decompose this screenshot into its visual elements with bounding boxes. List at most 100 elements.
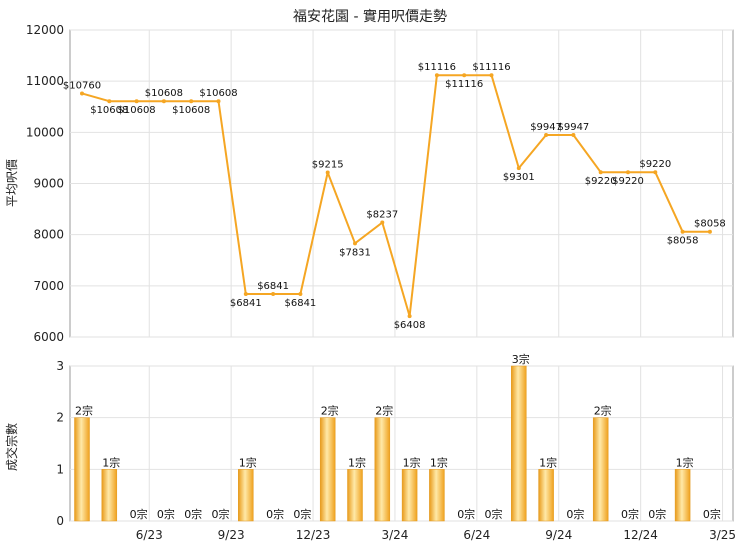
line-y-axis-label: 平均呎價 bbox=[5, 159, 19, 207]
volume-data-label: 1宗 bbox=[102, 455, 120, 469]
price-data-label: $9947 bbox=[557, 122, 589, 133]
volume-bar bbox=[101, 469, 118, 522]
volume-bar bbox=[347, 469, 363, 522]
price-point bbox=[489, 73, 494, 78]
price-data-label: $10608 bbox=[199, 88, 237, 99]
price-data-label: $10608 bbox=[90, 105, 128, 116]
volume-data-label: 1宗 bbox=[676, 455, 694, 469]
volume-data-label: 2宗 bbox=[75, 404, 93, 418]
price-point bbox=[516, 166, 521, 171]
volume-data-label: 2宗 bbox=[594, 404, 612, 418]
chart-title: 福安花園 - 實用呎價走勢 bbox=[293, 8, 447, 25]
volume-bar bbox=[538, 469, 554, 522]
price-point bbox=[216, 99, 221, 104]
x-tick-label: 12/23 bbox=[296, 528, 331, 542]
price-point bbox=[407, 314, 412, 319]
x-tick-label: 9/24 bbox=[545, 528, 572, 542]
volume-data-label: 3宗 bbox=[512, 352, 530, 366]
line-y-tick-label: 7000 bbox=[33, 279, 64, 293]
price-data-label: $10608 bbox=[172, 105, 210, 116]
price-point bbox=[598, 170, 603, 175]
x-tick-label: 12/24 bbox=[623, 528, 658, 542]
volume-data-label: 0宗 bbox=[648, 507, 666, 521]
volume-data-label: 0宗 bbox=[703, 507, 721, 521]
volume-bar bbox=[401, 469, 418, 522]
price-data-label: $11116 bbox=[472, 62, 510, 73]
price-point bbox=[653, 170, 658, 175]
volume-bar bbox=[319, 417, 336, 522]
price-data-label: $6408 bbox=[394, 320, 426, 331]
bar-y-axis-label: 成交宗數 bbox=[4, 423, 19, 471]
volume-data-label: 0宗 bbox=[130, 507, 148, 521]
volume-data-label: 0宗 bbox=[621, 507, 639, 521]
line-y-tick-label: 10000 bbox=[26, 125, 64, 139]
price-data-label: $11116 bbox=[418, 62, 456, 73]
line-y-tick-label: 11000 bbox=[26, 74, 64, 88]
price-series-line bbox=[81, 74, 710, 318]
volume-data-label: 0宗 bbox=[566, 507, 584, 521]
volume-data-label: 1宗 bbox=[539, 455, 557, 469]
volume-data-label: 1宗 bbox=[348, 455, 366, 469]
volume-data-label: 2宗 bbox=[375, 404, 393, 418]
price-point bbox=[707, 229, 712, 234]
price-data-label: $9220 bbox=[639, 159, 671, 170]
price-data-label: $9301 bbox=[503, 172, 535, 183]
volume-data-label: 1宗 bbox=[403, 455, 421, 469]
volume-data-label: 0宗 bbox=[266, 507, 284, 521]
price-point bbox=[680, 229, 685, 234]
price-data-label: $9220 bbox=[612, 176, 644, 187]
volume-bar bbox=[429, 469, 445, 522]
x-tick-label: 3/24 bbox=[381, 528, 408, 542]
volume-data-label: 0宗 bbox=[293, 507, 311, 521]
x-tick-label: 6/24 bbox=[463, 528, 490, 542]
price-data-label: $11116 bbox=[445, 79, 483, 90]
volume-data-label: 0宗 bbox=[485, 507, 503, 521]
line-y-tick-label: 12000 bbox=[26, 23, 64, 37]
price-point bbox=[107, 99, 112, 104]
price-point bbox=[189, 99, 194, 104]
bar-y-tick-label: 0 bbox=[56, 514, 64, 528]
volume-data-label: 0宗 bbox=[157, 507, 175, 521]
x-tick-label: 9/23 bbox=[218, 528, 245, 542]
bar-y-tick-label: 3 bbox=[56, 359, 64, 373]
price-point bbox=[271, 291, 276, 296]
bar-plot-area bbox=[69, 365, 734, 522]
price-point bbox=[243, 291, 248, 296]
price-data-label: $9947 bbox=[530, 122, 562, 133]
price-line-chart: 6000 7000 8000 9000 10000 11000 12000 $10760 $10… bbox=[26, 23, 734, 344]
price-data-label: $7831 bbox=[339, 247, 371, 258]
bar-y-tick-label: 1 bbox=[56, 462, 64, 476]
price-point bbox=[325, 170, 330, 175]
price-point bbox=[353, 241, 357, 246]
volume-bar bbox=[374, 417, 391, 522]
price-data-label: $9215 bbox=[312, 159, 344, 170]
volume-bar-chart: 0 1 2 3 2宗 1宗 0宗 0宗 0宗 0宗 1宗 0宗 0宗 2宗 1宗 2宗 1宗 1宗 0宗 0宗 3宗 1宗… bbox=[56, 352, 736, 542]
price-point bbox=[626, 170, 630, 175]
volume-bar bbox=[511, 365, 527, 522]
price-data-label: $10760 bbox=[63, 80, 101, 91]
volume-bar bbox=[592, 417, 609, 522]
x-tick-label: 3/25 bbox=[709, 528, 736, 542]
line-y-tick-label: 6000 bbox=[33, 330, 64, 344]
price-data-label: $6841 bbox=[230, 298, 262, 309]
price-data-label: $6841 bbox=[257, 281, 289, 292]
volume-data-label: 2宗 bbox=[321, 404, 339, 418]
price-point bbox=[161, 99, 166, 104]
price-data-label: $8058 bbox=[667, 236, 699, 247]
volume-data-label: 0宗 bbox=[212, 507, 230, 521]
x-tick-label: 6/23 bbox=[136, 528, 163, 542]
price-point bbox=[434, 73, 439, 78]
price-point bbox=[298, 291, 303, 296]
price-data-label: $8237 bbox=[366, 210, 398, 221]
price-data-label: $10608 bbox=[145, 88, 183, 99]
price-point bbox=[134, 99, 139, 104]
price-data-label: $9220 bbox=[585, 176, 617, 187]
volume-data-label: 0宗 bbox=[184, 507, 202, 521]
price-point bbox=[80, 91, 84, 96]
bar-y-tick-label: 2 bbox=[56, 411, 64, 425]
price-data-label: $10608 bbox=[118, 105, 156, 116]
price-point bbox=[462, 73, 467, 78]
line-y-tick-label: 9000 bbox=[33, 177, 64, 191]
price-point bbox=[571, 133, 576, 138]
volume-data-label: 1宗 bbox=[239, 455, 257, 469]
